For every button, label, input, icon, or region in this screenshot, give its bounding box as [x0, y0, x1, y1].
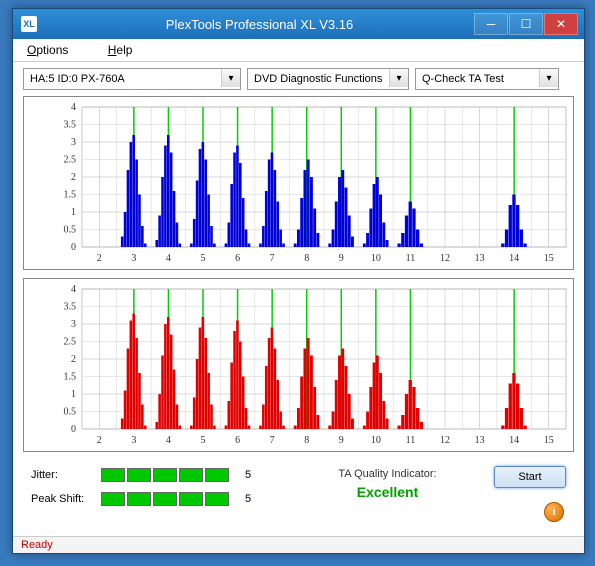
jitter-blocks — [101, 468, 229, 482]
svg-text:3: 3 — [131, 253, 136, 264]
test-select-value: Q-Check TA Test — [415, 68, 559, 90]
menu-help[interactable]: Help — [108, 43, 151, 57]
peak-shift-label: Peak Shift: — [31, 493, 91, 505]
test-select[interactable]: Q-Check TA Test — [415, 68, 559, 90]
status-bar: Ready — [13, 536, 584, 553]
start-button[interactable]: Start — [494, 466, 566, 488]
svg-text:13: 13 — [475, 253, 485, 264]
indicator-block — [127, 492, 151, 506]
svg-text:6: 6 — [235, 253, 240, 264]
metrics-panel: Jitter: 5 Peak Shift: 5 TA Quality Indic… — [23, 460, 574, 530]
minimize-button[interactable]: ─ — [474, 13, 508, 35]
svg-text:2: 2 — [71, 172, 76, 183]
svg-text:0: 0 — [71, 424, 76, 435]
jitter-value: 5 — [245, 469, 251, 481]
svg-text:6: 6 — [235, 435, 240, 446]
svg-text:10: 10 — [371, 253, 381, 264]
svg-text:2.5: 2.5 — [64, 337, 77, 348]
close-button[interactable]: ✕ — [544, 13, 578, 35]
titlebar[interactable]: XL PlexTools Professional XL V3.16 ─ ☐ ✕ — [13, 9, 584, 39]
svg-text:0.5: 0.5 — [64, 407, 77, 418]
svg-text:2: 2 — [97, 435, 102, 446]
content-area: 00.511.522.533.5423456789101112131415 00… — [13, 96, 584, 536]
svg-text:9: 9 — [339, 435, 344, 446]
quality-result: Excellent — [281, 484, 494, 500]
svg-text:15: 15 — [544, 435, 554, 446]
window-controls: ─ ☐ ✕ — [474, 13, 578, 35]
svg-text:2: 2 — [97, 253, 102, 264]
svg-text:3: 3 — [131, 435, 136, 446]
svg-text:4: 4 — [71, 102, 76, 113]
svg-text:2: 2 — [71, 354, 76, 365]
toolbar: HA:5 ID:0 PX-760A DVD Diagnostic Functio… — [13, 62, 584, 96]
chart-top: 0 0.5 1 1.5 2 2.5 3 3.5 4 2 3 4 5 6 7 8 9 10 11 12 13 14 15 — [24, 97, 573, 269]
peak-shift-value: 5 — [245, 493, 251, 505]
window-title: PlexTools Professional XL V3.16 — [45, 17, 474, 32]
indicator-block — [153, 492, 177, 506]
svg-text:3: 3 — [71, 319, 76, 330]
svg-text:1: 1 — [71, 207, 76, 218]
jitter-label: Jitter: — [31, 469, 91, 481]
indicator-block — [179, 468, 203, 482]
svg-text:11: 11 — [406, 253, 416, 264]
app-window: XL PlexTools Professional XL V3.16 ─ ☐ ✕… — [12, 8, 585, 554]
chart-bottom-box: 0 0.5 1 1.5 2 2.5 3 3.5 4 2 3 4 5 6 7 8 9 10 11 12 13 14 15 — [23, 278, 574, 452]
indicator-block — [101, 468, 125, 482]
svg-text:14: 14 — [509, 253, 519, 264]
info-icon[interactable]: i — [544, 502, 564, 522]
svg-text:7: 7 — [270, 435, 275, 446]
peak-shift-blocks — [101, 492, 229, 506]
svg-text:4: 4 — [166, 435, 171, 446]
app-icon: XL — [21, 16, 37, 32]
quality-label: TA Quality Indicator: — [281, 468, 494, 480]
drive-select-value: HA:5 ID:0 PX-760A — [23, 68, 241, 90]
jitter-row: Jitter: 5 — [31, 468, 281, 482]
function-select-value: DVD Diagnostic Functions — [247, 68, 409, 90]
svg-text:8: 8 — [304, 253, 309, 264]
quality-indicator: TA Quality Indicator: Excellent — [281, 464, 494, 500]
peak-shift-row: Peak Shift: 5 — [31, 492, 281, 506]
svg-text:14: 14 — [509, 435, 519, 446]
svg-text:12: 12 — [440, 435, 450, 446]
chart-top-box: 0 0.5 1 1.5 2 2.5 3 3.5 4 2 3 4 5 6 7 8 9 10 11 12 13 14 15 — [23, 96, 574, 270]
svg-text:5: 5 — [201, 435, 206, 446]
svg-text:5: 5 — [201, 253, 206, 264]
svg-text:1.5: 1.5 — [64, 190, 77, 201]
svg-text:0: 0 — [71, 242, 76, 253]
svg-text:12: 12 — [440, 253, 450, 264]
svg-text:9: 9 — [339, 253, 344, 264]
svg-text:8: 8 — [304, 435, 309, 446]
drive-select[interactable]: HA:5 ID:0 PX-760A — [23, 68, 241, 90]
indicator-block — [101, 492, 125, 506]
chart-bottom: 0 0.5 1 1.5 2 2.5 3 3.5 4 2 3 4 5 6 7 8 9 10 11 12 13 14 15 — [24, 279, 573, 451]
svg-text:0.5: 0.5 — [64, 225, 77, 236]
indicator-block — [127, 468, 151, 482]
svg-text:2.5: 2.5 — [64, 155, 77, 166]
svg-text:10: 10 — [371, 435, 381, 446]
function-select[interactable]: DVD Diagnostic Functions — [247, 68, 409, 90]
metrics-left: Jitter: 5 Peak Shift: 5 — [31, 464, 281, 506]
svg-text:3.5: 3.5 — [64, 120, 77, 131]
svg-text:11: 11 — [406, 435, 416, 446]
svg-text:7: 7 — [270, 253, 275, 264]
menu-options[interactable]: Options — [27, 43, 86, 57]
metrics-right: Start i — [494, 464, 566, 522]
svg-text:4: 4 — [166, 253, 171, 264]
svg-text:3: 3 — [71, 137, 76, 148]
svg-text:1.5: 1.5 — [64, 372, 77, 383]
indicator-block — [153, 468, 177, 482]
svg-text:3.5: 3.5 — [64, 302, 77, 313]
svg-text:13: 13 — [475, 435, 485, 446]
menubar: Options Help — [13, 39, 584, 62]
svg-text:4: 4 — [71, 284, 76, 295]
svg-text:1: 1 — [71, 389, 76, 400]
indicator-block — [179, 492, 203, 506]
maximize-button[interactable]: ☐ — [509, 13, 543, 35]
indicator-block — [205, 492, 229, 506]
indicator-block — [205, 468, 229, 482]
svg-text:15: 15 — [544, 253, 554, 264]
